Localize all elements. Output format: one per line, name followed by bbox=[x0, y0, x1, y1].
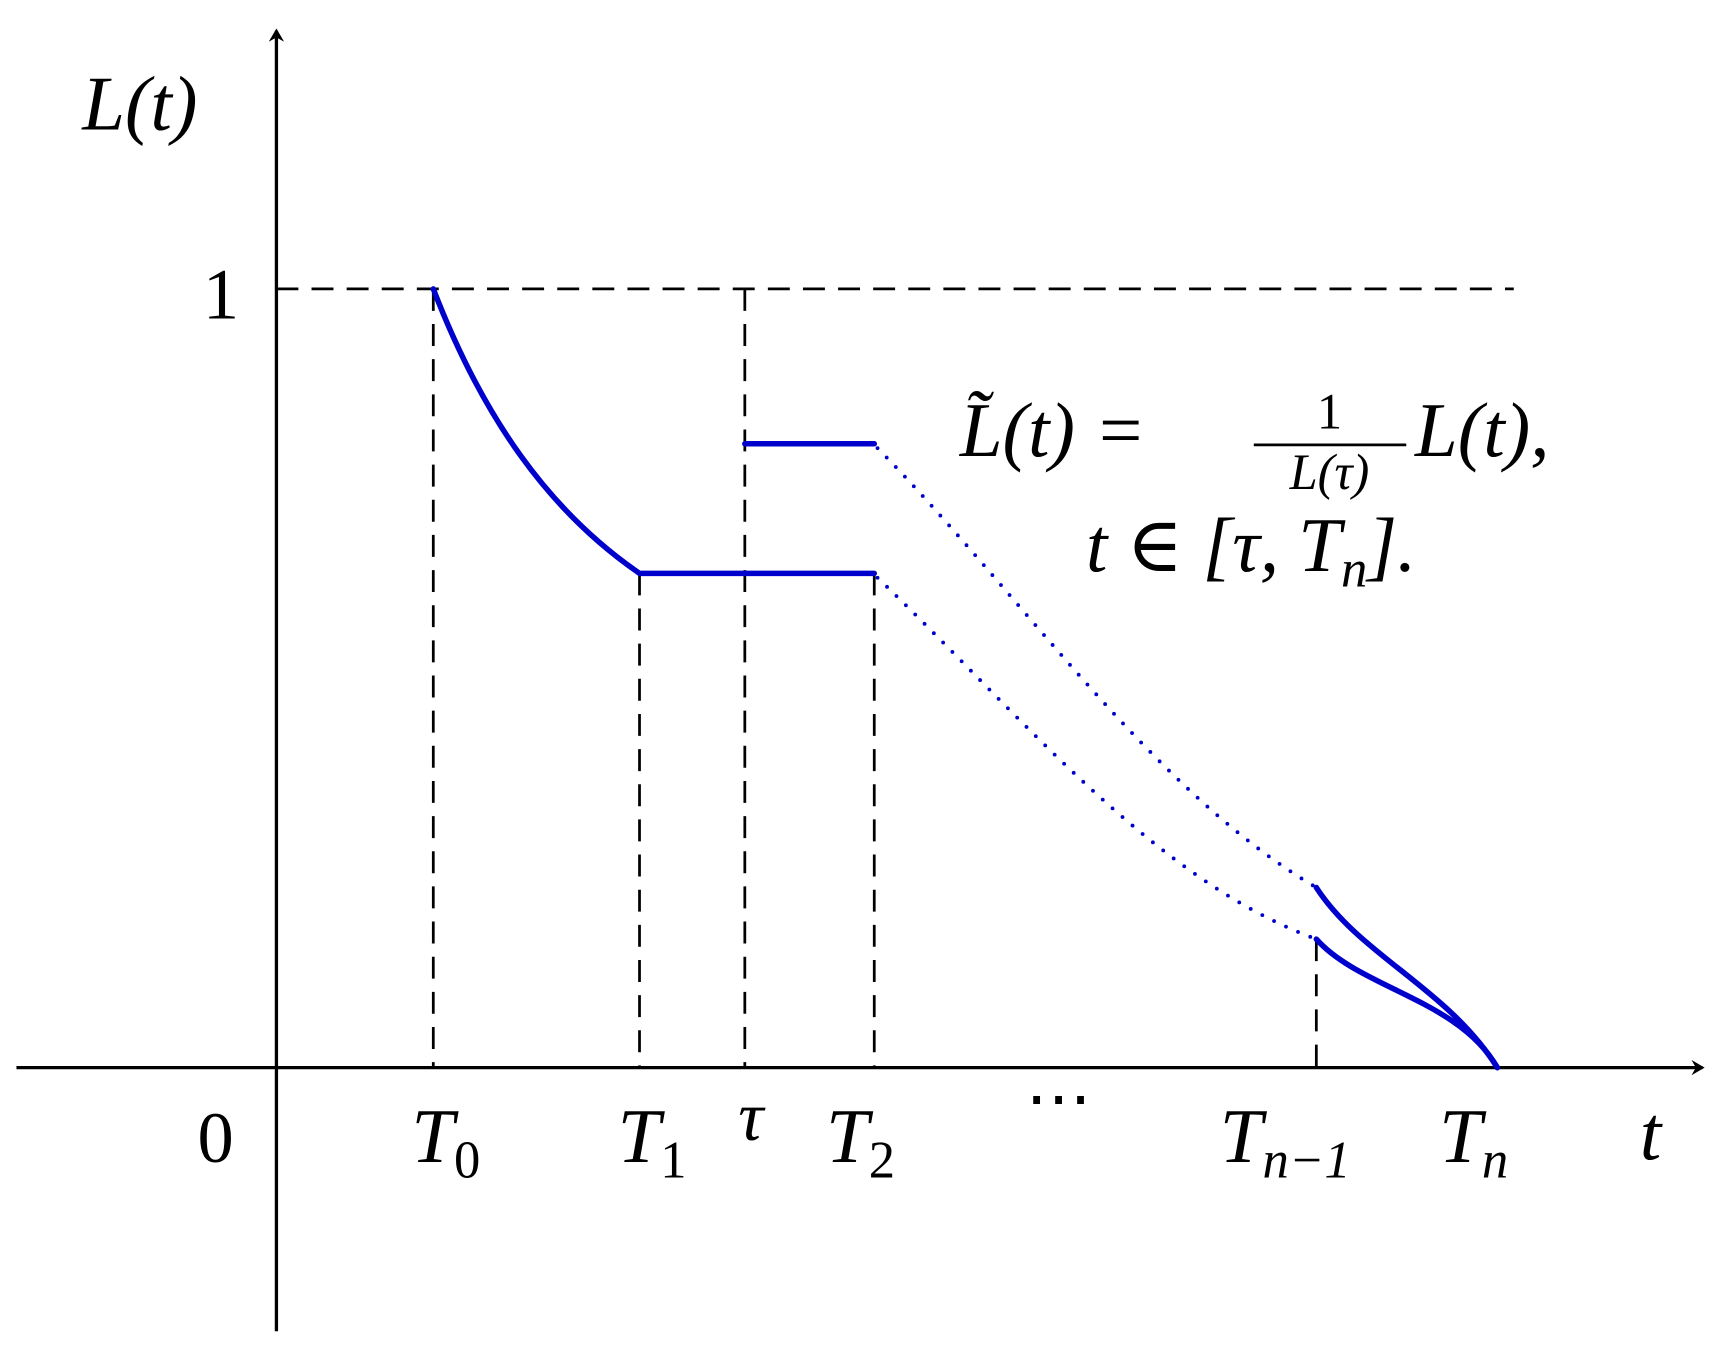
label-part: T bbox=[1220, 1094, 1268, 1179]
label-part: n bbox=[1482, 1131, 1508, 1189]
curve bbox=[1313, 936, 1501, 1071]
marker-label: T1 bbox=[618, 1094, 687, 1189]
marker-label: T2 bbox=[826, 1094, 895, 1189]
formula-rhs: L(t), bbox=[1414, 388, 1549, 473]
label-part: n bbox=[1341, 541, 1367, 599]
marker-label: T0 bbox=[411, 1094, 480, 1189]
label-part: 0 bbox=[454, 1131, 480, 1189]
label-part: ]. bbox=[1365, 503, 1416, 588]
marker-label: τ bbox=[738, 1078, 766, 1156]
label-part: n−1 bbox=[1263, 1131, 1351, 1189]
formula-lhs: L̃(t) = bbox=[959, 388, 1146, 473]
label-part: 1 bbox=[660, 1131, 686, 1189]
dotted-curve bbox=[875, 446, 1319, 890]
ellipsis: ⋯ bbox=[1026, 1062, 1092, 1135]
y-label: L(t) bbox=[81, 62, 197, 147]
formula-numerator: 1 bbox=[1317, 383, 1342, 439]
origin-label: 0 bbox=[197, 1097, 233, 1178]
dotted-curve bbox=[875, 575, 1319, 942]
label-part: T bbox=[1439, 1094, 1487, 1179]
formula-domain: t ∈ [τ, Tn]. bbox=[1086, 503, 1416, 598]
label-part: t ∈ [τ, T bbox=[1086, 503, 1346, 588]
label-part: T bbox=[826, 1094, 874, 1179]
tick-label: 1 bbox=[203, 253, 239, 334]
label-part: 2 bbox=[869, 1131, 895, 1189]
formula-denominator: L(τ) bbox=[1289, 444, 1370, 500]
marker-label: Tn−1 bbox=[1220, 1094, 1351, 1189]
x-label: t bbox=[1640, 1091, 1663, 1176]
curve bbox=[1313, 884, 1501, 1071]
label-part: T bbox=[411, 1094, 459, 1179]
marker-label: Tn bbox=[1439, 1094, 1508, 1189]
curve bbox=[430, 286, 878, 577]
label-part: T bbox=[618, 1094, 666, 1179]
